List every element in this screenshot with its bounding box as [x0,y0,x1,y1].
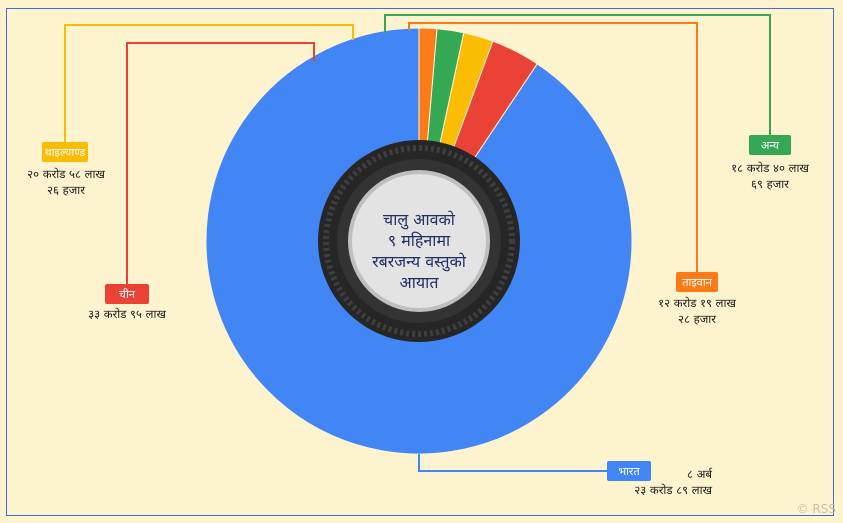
value-label-bharat-1: ८ अर्ब [687,467,713,481]
value-label-bharat-2: २३ करोड ८९ लाख [634,483,712,497]
leader-line-chin [126,42,315,286]
leader-line-anya [384,14,771,137]
leader-lines [64,14,771,472]
tire-image [318,140,520,342]
badge-anya [749,135,791,155]
value-label-thailand-1: २० करोड ५८ लाख [27,167,105,181]
slice-labels: भारत ८ अर्ब २३ करोड ८९ लाख चीन ३३ करोड ९५ ला… [27,135,809,497]
value-label-thailand-2: २६ हजार [47,183,85,197]
badge-label-thailand: थाइल्याण्ड [45,146,86,159]
value-label-taiwan-1: १२ करोड १९ लाख [658,296,736,310]
badge-label-taiwan: ताइवान [682,276,712,289]
watermark: © RSS [797,502,836,516]
badge-bharat [607,461,651,481]
badge-taiwan [676,272,718,292]
center-title-line-3: रबरजन्य वस्तुको [372,252,467,272]
chart-frame [6,8,834,516]
center-title: चालु आवको९ महिनामा रबरजन्य वस्तुकोआयात [372,210,467,292]
center-title-line-2: ९ महिनामा [388,231,451,250]
badge-label-chin: चीन [119,288,136,301]
center-title-line-1: चालु आवको [383,210,456,230]
leader-line-taiwan [408,22,698,274]
leader-line-thailand [64,24,354,144]
badge-thailand [42,142,88,162]
value-label-chin-1: ३३ करोड ९५ लाख [88,307,166,321]
tire-hub [352,174,486,308]
center-title-line-4: आयात [400,273,440,292]
tire-tread-ring [323,145,515,337]
value-label-anya-2: ६९ हजार [751,177,789,191]
badge-label-bharat: भारत [618,465,640,478]
value-label-anya-1: १८ करोड ४० लाख [731,161,809,175]
badge-label-anya: अन्य [761,139,780,152]
leader-line-bharat [418,454,607,472]
value-label-taiwan-2: २८ हजार [678,312,716,326]
badge-chin [105,284,149,304]
